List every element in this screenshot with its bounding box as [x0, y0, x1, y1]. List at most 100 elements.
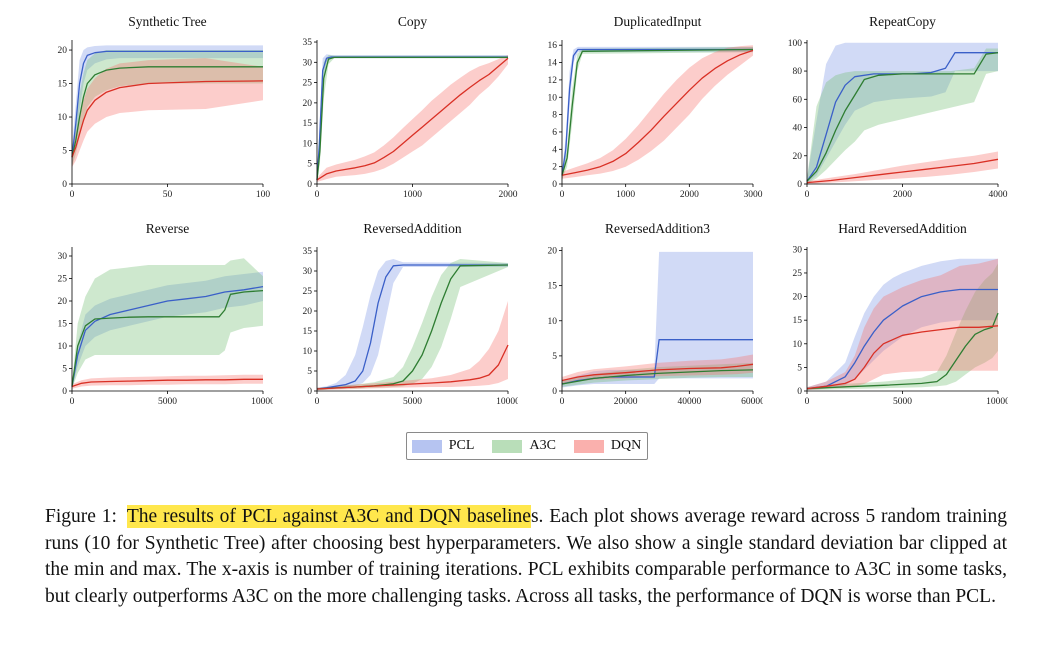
svg-text:5000: 5000: [403, 397, 422, 407]
chart-title: RepeatCopy: [869, 14, 936, 29]
chart-reversedaddition3: ReversedAddition3 0 20000 40000 60000 0 5 10 15…: [528, 219, 766, 416]
svg-text:6: 6: [552, 128, 557, 138]
chart-canvas: 0 2000 4000 0 20 40 60 80 100: [788, 39, 1008, 200]
caption-figure-label: Figure 1:: [45, 506, 117, 527]
svg-text:20: 20: [58, 297, 68, 307]
svg-text:0: 0: [70, 397, 75, 407]
svg-text:25: 25: [303, 287, 313, 297]
legend-swatch-pcl: [411, 439, 442, 453]
svg-text:30: 30: [793, 245, 803, 255]
svg-text:10000: 10000: [496, 397, 518, 407]
svg-text:5: 5: [62, 147, 67, 157]
svg-text:40000: 40000: [677, 397, 701, 407]
chart-duplicatedinput: DuplicatedInput 0 1000 2000 3000 0 2 4 6 8 10 12 14…: [528, 12, 763, 209]
svg-text:5: 5: [307, 160, 312, 170]
chart-legend: PCL A3C DQN: [405, 432, 648, 460]
svg-text:40: 40: [793, 124, 803, 134]
chart-title: DuplicatedInput: [613, 14, 702, 29]
svg-text:15: 15: [303, 119, 313, 129]
svg-text:10000: 10000: [251, 397, 273, 407]
chart-hard-reversedaddition: Hard ReversedAddition 0 5000 10000 0 5 10 15 20…: [773, 219, 1011, 416]
svg-text:15: 15: [303, 327, 313, 337]
caption-highlight: The results of PCL against A3C and DQN b…: [126, 505, 531, 528]
svg-text:16: 16: [548, 41, 558, 51]
svg-text:20: 20: [548, 247, 558, 257]
svg-text:10: 10: [303, 139, 313, 149]
svg-text:0: 0: [315, 397, 320, 407]
chart-reversedaddition: ReversedAddition 0 5000 10000 0 5 10 15 20 25 30 3…: [283, 219, 521, 416]
chart-grid: Synthetic Tree 0 50 100 0 5 10 15 20 Copy 0 1000…: [38, 12, 1018, 416]
svg-text:50: 50: [163, 190, 173, 200]
svg-text:0: 0: [62, 180, 67, 190]
chart-canvas: 0 5000 10000 0 5 10 15 20 25 30: [58, 247, 275, 407]
svg-text:15: 15: [58, 320, 68, 330]
chart-canvas: 0 5000 10000 0 5 10 15 20 25 30 35: [303, 247, 520, 407]
svg-text:30: 30: [303, 58, 313, 68]
figure-caption: Figure 1: The results of PCL against A3C …: [45, 504, 1007, 610]
svg-text:10: 10: [58, 342, 68, 352]
svg-text:5000: 5000: [158, 397, 177, 407]
chart-canvas: 0 1000 2000 3000 0 2 4 6 8 10 12 14 16: [548, 40, 763, 200]
svg-text:0: 0: [62, 387, 67, 397]
svg-text:2000: 2000: [680, 190, 699, 200]
chart-reverse: Reverse 0 5000 10000 0 5 10 15 20 25 30: [38, 219, 276, 416]
svg-text:25: 25: [793, 269, 803, 279]
svg-text:80: 80: [793, 67, 803, 77]
caption-text: s. Each plot shows average reward across…: [45, 506, 1007, 607]
legend-swatch-dqn: [573, 439, 604, 453]
svg-text:20: 20: [303, 99, 313, 109]
svg-text:60000: 60000: [741, 397, 763, 407]
svg-text:14: 14: [548, 59, 558, 69]
svg-text:10: 10: [58, 113, 68, 123]
svg-text:15: 15: [793, 316, 803, 326]
legend-label-dqn: DQN: [610, 438, 642, 453]
legend-item-dqn: DQN: [573, 438, 642, 454]
svg-text:4: 4: [552, 145, 557, 155]
svg-text:1000: 1000: [403, 190, 422, 200]
svg-text:35: 35: [303, 38, 313, 48]
svg-text:15: 15: [58, 80, 68, 90]
svg-text:0: 0: [805, 190, 810, 200]
svg-text:12: 12: [548, 76, 558, 86]
svg-text:30: 30: [303, 267, 313, 277]
svg-text:0: 0: [552, 180, 557, 190]
svg-text:5: 5: [307, 367, 312, 377]
svg-text:10: 10: [303, 347, 313, 357]
svg-text:1000: 1000: [616, 190, 635, 200]
legend-label-a3c: A3C: [529, 438, 556, 453]
chart-title: ReversedAddition: [363, 221, 462, 236]
svg-text:10000: 10000: [986, 397, 1008, 407]
chart-repeatcopy: RepeatCopy 0 2000 4000 0 20 40 60 80 100: [773, 12, 1008, 209]
svg-text:2000: 2000: [499, 190, 518, 200]
svg-text:0: 0: [797, 180, 802, 190]
svg-text:10: 10: [793, 340, 803, 350]
chart-canvas: 0 5000 10000 0 5 10 15 20 25 30: [793, 245, 1011, 407]
svg-text:20000: 20000: [614, 397, 638, 407]
svg-text:25: 25: [58, 275, 68, 285]
svg-text:10: 10: [548, 93, 558, 103]
legend-swatch-a3c: [492, 439, 523, 453]
svg-text:35: 35: [303, 247, 313, 257]
svg-text:0: 0: [805, 397, 810, 407]
svg-text:2000: 2000: [893, 190, 912, 200]
svg-text:20: 20: [303, 307, 313, 317]
svg-text:10: 10: [548, 317, 558, 327]
chart-synthetic-tree: Synthetic Tree 0 50 100 0 5 10 15 20: [38, 12, 273, 209]
chart-title: ReversedAddition3: [605, 221, 710, 236]
legend-item-a3c: A3C: [492, 438, 556, 454]
svg-text:5: 5: [552, 352, 557, 362]
legend-label-pcl: PCL: [448, 438, 475, 453]
svg-text:30: 30: [58, 252, 68, 262]
chart-title: Copy: [397, 14, 428, 29]
svg-text:20: 20: [793, 152, 803, 162]
svg-text:25: 25: [303, 79, 313, 89]
svg-text:3000: 3000: [744, 190, 763, 200]
svg-text:5: 5: [62, 365, 67, 375]
svg-text:0: 0: [307, 180, 312, 190]
svg-text:60: 60: [793, 95, 803, 105]
legend-item-pcl: PCL: [411, 438, 475, 454]
svg-text:100: 100: [788, 39, 803, 49]
svg-text:0: 0: [552, 387, 557, 397]
svg-text:20: 20: [58, 46, 68, 56]
svg-text:8: 8: [552, 111, 557, 121]
